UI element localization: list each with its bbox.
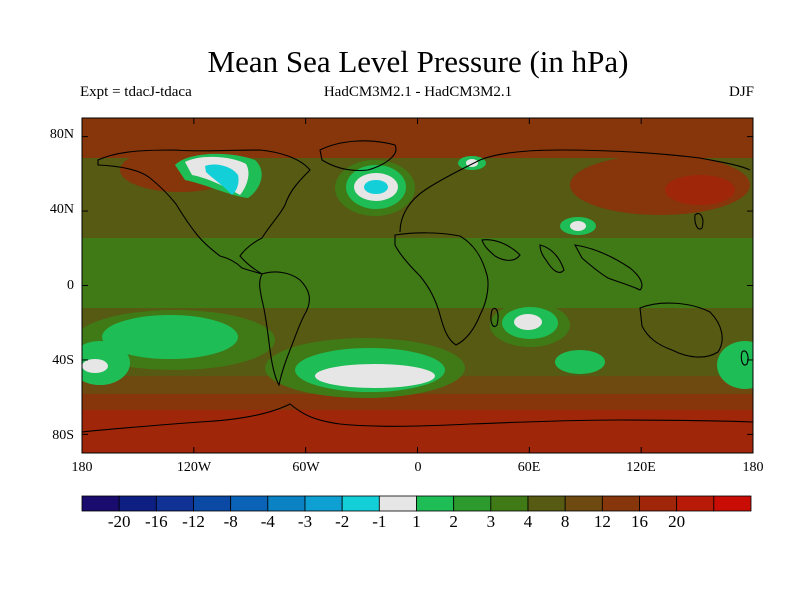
lon-label-120e: 120E [626, 460, 656, 475]
colorbar-label: -2 [335, 512, 350, 531]
coast-australia [639, 302, 723, 358]
colorbar-swatch [155, 495, 194, 512]
colorbar-label: 16 [631, 512, 648, 531]
lat-label-80s: 80S [52, 428, 74, 443]
colorbar-label: -4 [260, 512, 275, 531]
axis-ticks [81, 118, 754, 453]
lat-label-0: 0 [67, 278, 74, 293]
coast-antarctica [82, 403, 753, 433]
hudson-cyan [205, 164, 239, 195]
colorbar-label: 3 [486, 512, 496, 531]
colorbar-swatch [601, 495, 640, 512]
colorbar-swatch [81, 495, 120, 512]
colorbar-label: 2 [449, 512, 458, 531]
coastlines [82, 140, 753, 433]
lon-label-120w: 120W [176, 460, 212, 475]
experiment-label: Expt = tdacJ-tdaca [80, 84, 192, 100]
colorbar-swatch [676, 495, 715, 512]
colorbar-label: 1 [412, 512, 421, 531]
colorbar-swatch [527, 495, 566, 512]
colorbar-swatch [564, 495, 603, 512]
coast-nz [740, 350, 749, 366]
colorbar-swatch [378, 495, 417, 512]
colorbar-swatch [304, 495, 343, 512]
colorbar-label: 12 [593, 512, 611, 531]
colorbar-swatch [341, 495, 380, 512]
central-asia-white [570, 221, 586, 231]
pressure-field [82, 118, 753, 453]
north-atlantic-cyan [364, 180, 388, 194]
colorbar-swatch [639, 495, 678, 512]
colorbar-swatch [416, 495, 455, 512]
colorbar-swatch [713, 495, 752, 512]
colorbar-swatch [453, 495, 492, 512]
lon-label-0: 0 [414, 460, 422, 475]
coast-greenland [319, 140, 397, 172]
colorbar-label: 8 [560, 512, 570, 531]
sw-indian-white [514, 314, 542, 330]
coast-europe [399, 149, 751, 233]
colorbar-label: -3 [297, 512, 313, 531]
sw-pacific-white [82, 359, 108, 373]
coast-se-asia [573, 244, 643, 291]
colorbar-label: -20 [107, 512, 131, 531]
coast-madagascar [490, 307, 499, 328]
lon-label-60e: 60E [517, 460, 541, 475]
se-pacific-green [717, 341, 753, 389]
south-pacific-green [102, 315, 238, 359]
lat-label-40n: 40N [49, 202, 74, 217]
nw-pacific-core [665, 175, 735, 205]
map-title: Mean Sea Level Pressure (in hPa) [207, 44, 629, 79]
coast-south-america [259, 271, 310, 387]
coast-india [539, 244, 565, 273]
colorbar-label: -8 [223, 512, 238, 531]
model-label: HadCM3M2.1 - HadCM3M2.1 [323, 84, 513, 100]
lon-label-60w: 60W [292, 460, 320, 475]
colorbar-label: -12 [182, 512, 205, 531]
lat-label-40s: 40S [52, 353, 74, 368]
colorbar-swatch [193, 495, 232, 512]
colorbar-swatch [490, 495, 529, 512]
colorbar-swatch [267, 495, 306, 512]
colorbar-label: 4 [523, 512, 533, 531]
lon-label-180w: 180 [71, 460, 93, 475]
colorbar [81, 495, 752, 512]
colorbar-swatch [230, 495, 269, 512]
lat-label-80n: 80N [49, 127, 74, 142]
coast-africa [394, 232, 489, 346]
colorbar-label: -1 [372, 512, 387, 531]
colorbar-swatch [118, 495, 157, 512]
coast-arabia [481, 239, 521, 261]
colorbar-label: -16 [144, 512, 168, 531]
coast-japan [694, 212, 704, 230]
season-label: DJF [728, 84, 754, 100]
south-atlantic-white [315, 364, 435, 388]
southern-ocean-inner [82, 410, 753, 453]
coast-north-america [97, 149, 311, 275]
lon-label-180e: 180 [742, 460, 764, 475]
colorbar-label: 20 [668, 512, 686, 531]
s-indian-green [555, 350, 605, 374]
